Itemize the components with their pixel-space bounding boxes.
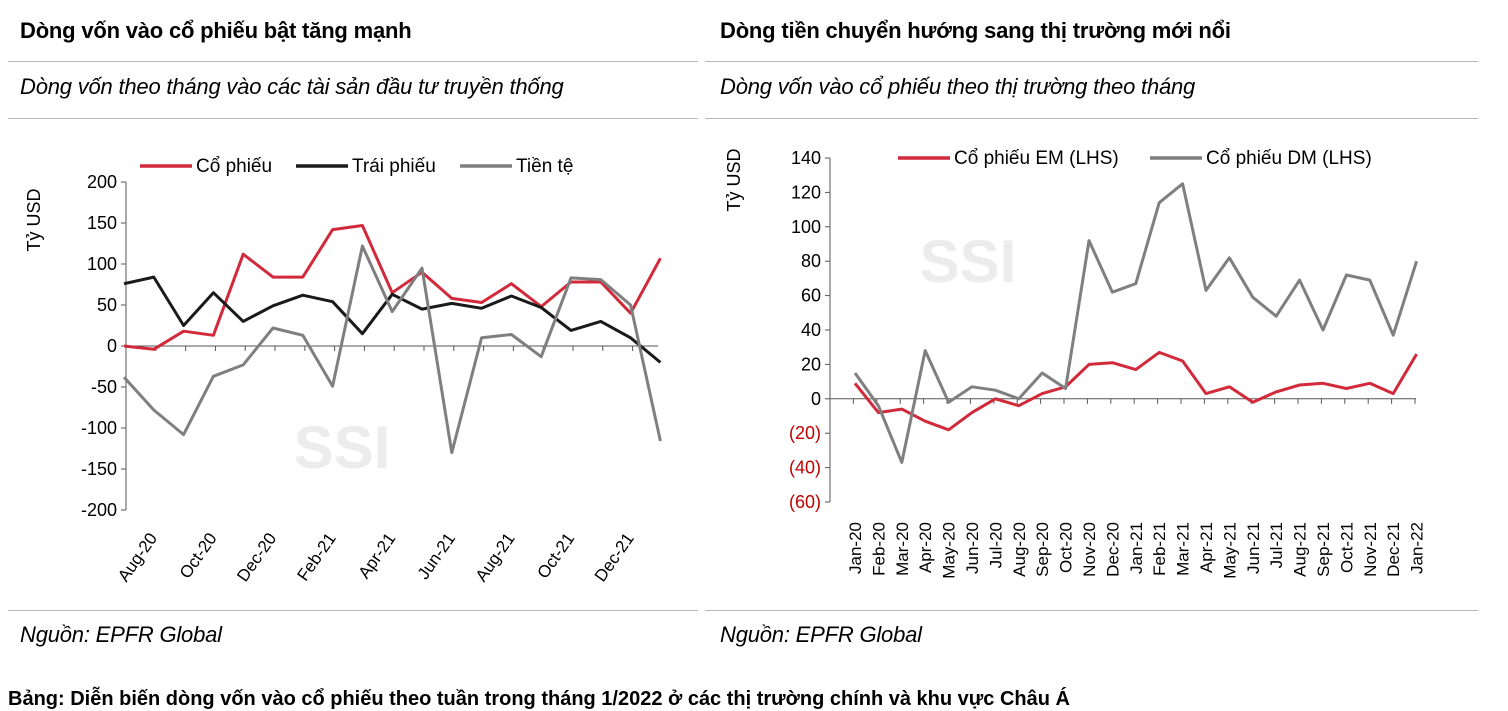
x-tick-label: Oct-21 [1337, 522, 1356, 573]
series-line-tien-te [122, 244, 662, 455]
right-line-chart: SSI 140 120 100 80 60 40 20 0 (20) (40) (60) Tỷ USD J… [724, 148, 1427, 579]
watermark-ssi: SSI [920, 228, 1017, 295]
y-tick-label: 50 [97, 295, 117, 315]
x-tick-label: Feb-21 [1150, 522, 1169, 576]
legend-label-co-phieu-em-lhs: Cổ phiếu EM (LHS) [954, 148, 1119, 169]
series-line-co-phieu-dm-lhs [853, 182, 1419, 464]
x-tick-label: Dec-21 [1384, 522, 1403, 577]
y-axis-title: Tỷ USD [24, 188, 44, 251]
x-tick-label: Sep-20 [1033, 522, 1052, 577]
y-tick-label: (40) [789, 458, 821, 478]
legend-label-trai-phieu: Trái phiếu [352, 156, 436, 177]
y-tick-label: 100 [87, 254, 117, 274]
y-tick-label: 100 [791, 217, 821, 237]
x-tick-label: Jan-22 [1408, 522, 1427, 574]
legend-label-co-phieu: Cổ phiếu [196, 156, 272, 177]
x-tick-label: Apr-21 [1197, 522, 1216, 573]
left-chart-source: Nguồn: EPFR Global [20, 622, 222, 647]
top-rule-left [8, 61, 698, 62]
x-tick-label: Jun-21 [414, 529, 459, 582]
right-chart-title: Dòng tiền chuyển hướng sang thị trường m… [720, 18, 1231, 43]
x-tick-label: Dec-21 [591, 529, 638, 585]
y-tick-label: 200 [87, 172, 117, 192]
y-tick-label: 0 [107, 336, 117, 356]
x-tick-label: Oct-20 [176, 529, 221, 582]
series-line-trai-phieu [123, 275, 662, 364]
mid-rule-right [705, 118, 1478, 119]
series-line-co-phieu-em-lhs [853, 350, 1418, 432]
legend-label-co-phieu-dm-lhs: Cổ phiếu DM (LHS) [1206, 148, 1372, 169]
y-tick-label: -100 [81, 418, 117, 438]
y-tick-label: (60) [789, 492, 821, 512]
x-tick-label: Feb-21 [293, 529, 339, 584]
x-tick-label: Aug-20 [114, 529, 161, 585]
y-tick-label: 140 [791, 148, 821, 168]
x-tick-label: Oct-21 [533, 529, 578, 582]
y-tick-label: 80 [801, 251, 821, 271]
legend-label-tien-te: Tiền tệ [516, 156, 573, 177]
left-line-chart: SSI 200 150 100 50 0 -50 -100 -150 -200 Tỷ USD Aug-… [24, 156, 662, 585]
y-tick-label: 120 [791, 182, 821, 202]
left-chart-subtitle: Dòng vốn theo tháng vào các tài sản đầu … [20, 74, 564, 99]
y-tick-label: 40 [801, 320, 821, 340]
x-tick-label: Mar-20 [893, 522, 912, 576]
y-tick-label: -150 [81, 459, 117, 479]
watermark-ssi: SSI [294, 414, 391, 481]
x-tick-label: Dec-20 [1103, 522, 1122, 577]
x-tick-label: Aug-20 [1010, 522, 1029, 577]
x-tick-label: Jan-21 [1127, 522, 1146, 574]
x-tick-label: Jun-20 [963, 522, 982, 574]
footer-caption-partial: Bảng: Diễn biến dòng vốn vào cổ phiếu th… [8, 688, 1070, 710]
top-rule-right [705, 61, 1478, 62]
x-tick-label: Apr-21 [355, 529, 400, 582]
x-tick-label: Mar-21 [1174, 522, 1193, 576]
y-tick-label: 150 [87, 213, 117, 233]
x-tick-label: Jan-20 [846, 522, 865, 574]
x-tick-label: Jun-21 [1244, 522, 1263, 574]
x-tick-label: Sep-21 [1314, 522, 1333, 577]
x-tick-label: Dec-20 [233, 529, 280, 585]
bottom-rule-left [8, 610, 698, 611]
y-tick-label: 0 [811, 389, 821, 409]
right-chart-source: Nguồn: EPFR Global [720, 622, 922, 647]
x-tick-label: May-20 [940, 522, 959, 579]
y-tick-label: 20 [801, 354, 821, 374]
y-tick-label: -50 [91, 377, 117, 397]
x-tick-label: Oct-20 [1057, 522, 1076, 573]
right-chart-subtitle: Dòng vốn vào cổ phiếu theo thị trường th… [720, 74, 1196, 99]
y-tick-label: 60 [801, 286, 821, 306]
x-tick-label: Nov-20 [1080, 522, 1099, 577]
y-tick-label: -200 [81, 500, 117, 520]
y-axis-title: Tỷ USD [724, 148, 744, 211]
x-tick-label: Jul-21 [1267, 522, 1286, 568]
x-tick-label: Aug-21 [1291, 522, 1310, 577]
bottom-rule-right [705, 610, 1478, 611]
mid-rule-left [8, 118, 698, 119]
x-tick-label: Nov-21 [1361, 522, 1380, 577]
left-chart-title: Dòng vốn vào cổ phiếu bật tăng mạnh [20, 18, 412, 43]
y-tick-label: (20) [789, 423, 821, 443]
x-tick-label: Feb-20 [869, 522, 888, 576]
series-line-co-phieu [123, 224, 662, 351]
x-tick-label: May-21 [1220, 522, 1239, 579]
x-tick-label: Aug-21 [472, 529, 519, 585]
x-tick-label: Apr-20 [916, 522, 935, 573]
x-tick-label: Jul-20 [986, 522, 1005, 568]
